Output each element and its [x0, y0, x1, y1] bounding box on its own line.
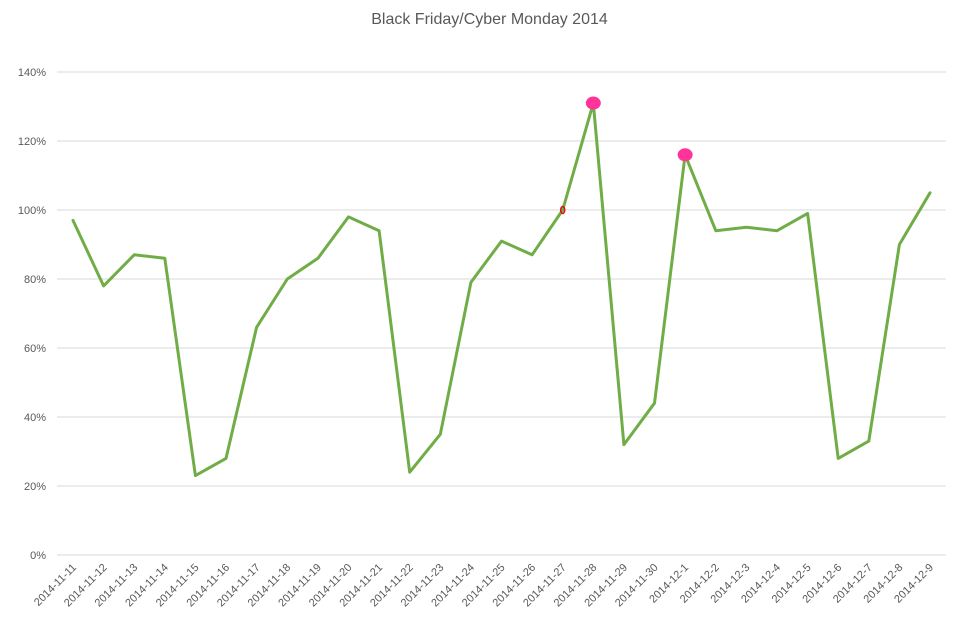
y-tick-label: 100% [18, 205, 46, 217]
marker-point [559, 205, 566, 215]
y-tick-label: 40% [24, 412, 46, 424]
gridlines [57, 71, 946, 556]
series-line [71, 101, 932, 478]
y-tick-label: 0% [30, 550, 46, 562]
y-tick-label: 140% [18, 67, 46, 79]
y-tick-label: 80% [24, 274, 46, 286]
y-tick-label: 120% [18, 136, 46, 148]
chart-title: Black Friday/Cyber Monday 2014 [371, 11, 608, 28]
y-tick-label: 60% [24, 343, 46, 355]
highlight-point [585, 96, 601, 110]
series-layer [71, 101, 932, 478]
y-tick-label: 20% [24, 481, 46, 493]
x-axis-ticks: 2014-11-112014-11-122014-11-132014-11-14… [32, 562, 936, 610]
highlight-point [677, 148, 693, 162]
highlight-layer [559, 96, 693, 215]
y-axis-ticks: 0% 20% 40% 60% 80% 100% 120% 140% [18, 67, 46, 562]
